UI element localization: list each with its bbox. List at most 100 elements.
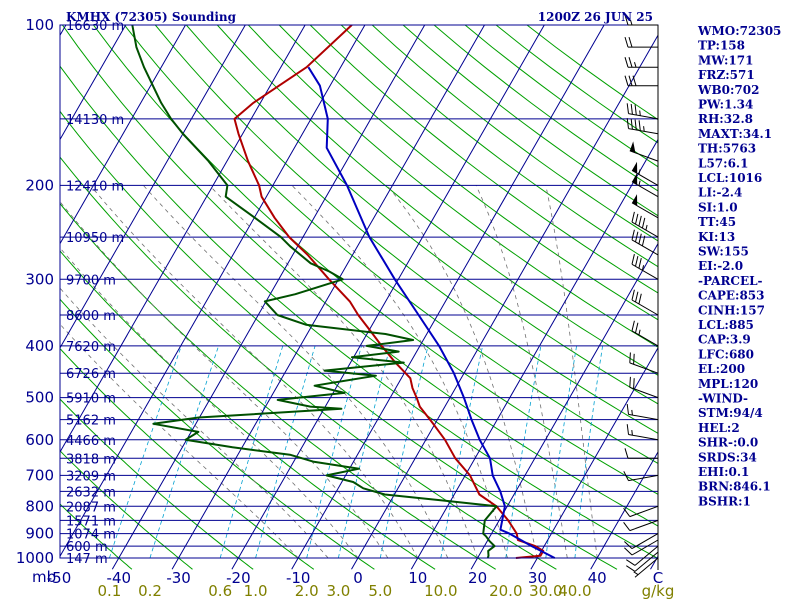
- wind-barb: [624, 539, 659, 556]
- mixing-ratio-label: 0.1: [97, 582, 121, 600]
- parcel-trace: [307, 66, 556, 559]
- index-line: PW:1.34: [698, 98, 753, 112]
- dewpoint-trace: [131, 25, 498, 559]
- wind-barb-staff: [628, 474, 659, 482]
- wind-barb-full: [635, 255, 639, 267]
- moist-adiabat: [291, 185, 508, 559]
- pressure-tick-label: 500: [25, 389, 54, 407]
- dry-adiabat: [60, 250, 436, 570]
- height-labels: 16630 m 14130 m 12410 m 10950 m 9700 m 8600 m…: [66, 19, 124, 567]
- pressure-tick-label: 900: [25, 525, 54, 543]
- wind-barb-full: [635, 291, 639, 303]
- height-label: 5910 m: [66, 392, 116, 407]
- isotherm: [60, 25, 127, 141]
- wind-barb: [624, 533, 659, 550]
- temperature-tick-label: 20: [468, 569, 487, 587]
- index-line: CAP:3.9: [698, 333, 751, 347]
- wind-barb-full: [638, 233, 642, 245]
- isotherm: [530, 346, 658, 570]
- mixing-ratio-label: 5.0: [368, 582, 392, 600]
- temperature-tick-label: 10: [408, 569, 427, 587]
- index-line: EI:-2.0: [698, 259, 743, 273]
- temperature-tick-label: -50: [47, 569, 72, 587]
- height-label: 7620 m: [66, 340, 116, 355]
- wind-barb-staff: [628, 113, 659, 120]
- wind-barb-staff: [631, 263, 659, 280]
- wind-barb: [631, 229, 659, 256]
- index-line: MAXT:34.1: [698, 127, 772, 141]
- wind-barb: [623, 519, 659, 532]
- wind-barb: [624, 448, 658, 459]
- pressure-tick-label: 600: [25, 431, 54, 449]
- wind-barb-staff: [634, 557, 659, 578]
- dry-adiabat: [60, 298, 375, 570]
- wind-barb: [626, 403, 659, 421]
- wind-barb: [629, 376, 659, 399]
- pressure-tick-label: 800: [25, 497, 54, 515]
- index-line: -WIND-: [698, 392, 748, 406]
- grid-lines: [60, 25, 658, 570]
- mixing-ratio-label: 30.0: [529, 582, 562, 600]
- index-line: TT:45: [698, 215, 736, 229]
- wind-barb-staff: [628, 128, 659, 135]
- wind-barb-full: [631, 253, 635, 265]
- wind-barb-staff: [631, 539, 659, 556]
- height-label: 3209 m: [66, 469, 116, 484]
- height-label: 600 m: [66, 540, 108, 555]
- wind-barb-full: [638, 215, 642, 227]
- mixing-ratio-label: 1.0: [244, 582, 268, 600]
- wind-barb: [631, 161, 659, 186]
- index-line: TH:5763: [698, 142, 756, 156]
- wind-barb-staff: [628, 434, 659, 441]
- wind-barb: [623, 505, 659, 518]
- index-line: RH:32.8: [698, 112, 753, 126]
- header-station: KMHX (72305) Sounding: [66, 10, 237, 24]
- wind-barb-staff: [628, 413, 659, 421]
- height-label: 12410 m: [66, 179, 124, 194]
- height-label: 6726 m: [66, 367, 116, 382]
- index-line: KI:13: [698, 230, 735, 244]
- wind-barb: [624, 57, 658, 68]
- moist-adiabat: [475, 185, 568, 559]
- wind-barb-full: [634, 104, 637, 116]
- index-line: BRN:846.1: [698, 480, 771, 494]
- wind-barb-full: [638, 257, 642, 269]
- wind-barb: [631, 211, 659, 238]
- wind-barb-half: [634, 62, 637, 68]
- wind-barb-full: [631, 320, 635, 332]
- isotherm: [291, 25, 605, 570]
- height-label: 2632 m: [66, 485, 116, 500]
- wind-barb-full: [626, 403, 629, 415]
- header-time: 1200Z 26 JUN 25: [538, 10, 653, 24]
- wind-barbs: [623, 14, 659, 578]
- index-line: MPL:120: [698, 377, 758, 391]
- wind-barb-staff: [631, 239, 659, 256]
- dry-adiabat: [60, 503, 133, 570]
- wind-barb-full: [624, 75, 629, 86]
- height-label: 14130 m: [66, 113, 124, 128]
- height-label: 4466 m: [66, 434, 116, 449]
- wind-barb-half: [630, 19, 633, 26]
- wind-barb: [626, 545, 659, 566]
- wind-barb-full: [634, 119, 637, 131]
- index-line: WMO:72305: [697, 24, 781, 38]
- height-label: 2087 m: [66, 500, 116, 515]
- wind-barb-full: [626, 118, 629, 129]
- wind-barb-staff: [631, 533, 659, 550]
- wind-barb-staff: [634, 545, 659, 566]
- wind-barb-full: [630, 118, 633, 130]
- wind-barb: [631, 289, 659, 316]
- wind-barb-half: [638, 329, 641, 336]
- sounding-traces: [131, 25, 556, 559]
- index-line: LCL:1016: [698, 171, 762, 185]
- height-label: 147 m: [66, 552, 108, 567]
- mixing-ratio-label: 40.0: [558, 582, 591, 600]
- index-line: STM:94/4: [698, 406, 763, 420]
- wind-barb-full: [624, 36, 629, 48]
- wind-barb-full: [631, 211, 635, 223]
- index-line: SRDS:34: [698, 450, 757, 464]
- isotherm: [410, 138, 658, 570]
- wind-barb-full: [626, 103, 629, 114]
